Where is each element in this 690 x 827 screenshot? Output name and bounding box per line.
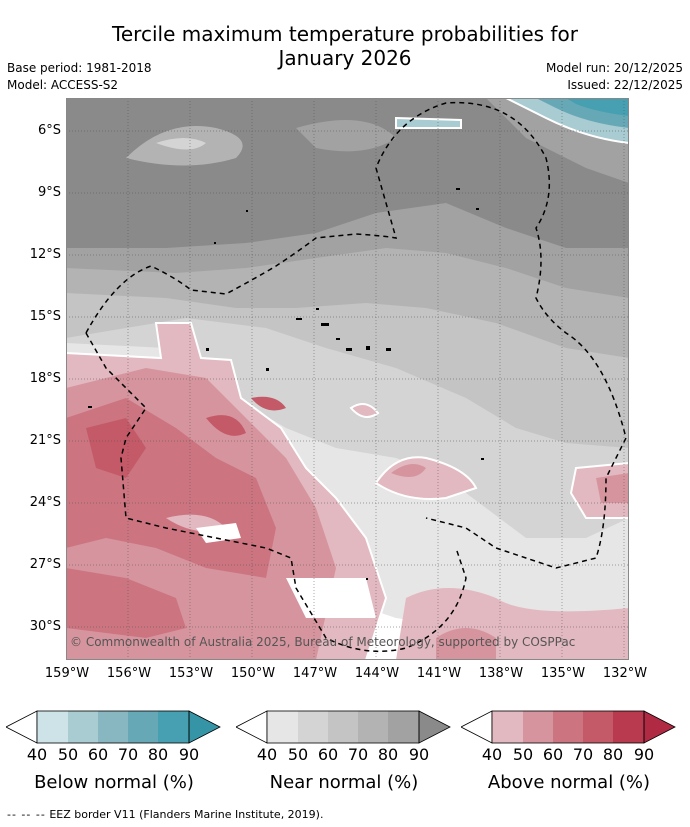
colorbar-swatch bbox=[583, 711, 613, 743]
colorbar-tick: 60 bbox=[87, 745, 109, 764]
below-normal-colorbar bbox=[6, 710, 221, 744]
colorbar-tick: 90 bbox=[178, 745, 200, 764]
lon-label: 156°W bbox=[106, 666, 152, 681]
lon-label: 150°W bbox=[230, 666, 276, 681]
lat-label: 30°S bbox=[29, 619, 61, 634]
colorbar-tick: 80 bbox=[377, 745, 399, 764]
colorbar-swatch bbox=[523, 711, 553, 743]
colorbar-tick: 90 bbox=[633, 745, 655, 764]
colorbar-tick: 50 bbox=[57, 745, 79, 764]
near-normal-colorbar bbox=[236, 710, 451, 744]
colorbar-swatch bbox=[644, 711, 675, 743]
colorbar-tick: 60 bbox=[317, 745, 339, 764]
colorbar-tick: 90 bbox=[408, 745, 430, 764]
colorbar-tick: 80 bbox=[602, 745, 624, 764]
meta-left: Base period: 1981-2018 Model: ACCESS-S2 bbox=[7, 60, 152, 94]
colorbar-tick: 40 bbox=[481, 745, 503, 764]
title-line-2: January 2026 bbox=[278, 46, 412, 70]
colorbar-swatch bbox=[189, 711, 220, 743]
near-normal-title: Near normal (%) bbox=[269, 772, 419, 793]
title-line-1: Tercile maximum temperature probabilitie… bbox=[112, 22, 578, 46]
colorbar-swatch bbox=[358, 711, 388, 743]
eez-borders bbox=[85, 101, 627, 653]
colorbar-swatch bbox=[68, 711, 98, 743]
colorbar-tick: 70 bbox=[572, 745, 594, 764]
colorbar-tick: 80 bbox=[147, 745, 169, 764]
colorbar-tick: 40 bbox=[256, 745, 278, 764]
colorbar-swatch bbox=[388, 711, 419, 743]
lon-label: 132°W bbox=[602, 666, 648, 681]
lat-label: 12°S bbox=[29, 247, 61, 262]
colorbar-swatch bbox=[613, 711, 644, 743]
colorbar-swatch bbox=[128, 711, 158, 743]
colorbar-swatch bbox=[267, 711, 298, 743]
colorbar-swatch bbox=[419, 711, 450, 743]
colorbar-swatch bbox=[37, 711, 68, 743]
lon-label: 138°W bbox=[478, 666, 524, 681]
colorbar-swatch bbox=[298, 711, 328, 743]
eez-dash-symbol: -- -- -- bbox=[7, 808, 46, 821]
gridlines bbox=[66, 98, 629, 660]
eez-legend-text: EEZ border V11 (Flanders Marine Institut… bbox=[49, 808, 324, 821]
below-normal-title: Below normal (%) bbox=[34, 772, 194, 793]
above-normal-title: Above normal (%) bbox=[487, 772, 651, 793]
colorbar-tick: 40 bbox=[26, 745, 48, 764]
map-title: Tercile maximum temperature probabilitie… bbox=[0, 22, 690, 70]
base-period-text: Base period: 1981-2018 bbox=[7, 61, 152, 75]
lon-label: 144°W bbox=[354, 666, 400, 681]
colorbar-swatch bbox=[328, 711, 358, 743]
lat-label: 6°S bbox=[37, 123, 61, 138]
lon-label: 153°W bbox=[168, 666, 214, 681]
lon-label: 159°W bbox=[44, 666, 90, 681]
colorbar-tick: 70 bbox=[347, 745, 369, 764]
eez-legend: -- -- -- EEZ border V11 (Flanders Marine… bbox=[7, 808, 323, 821]
colorbar-swatch bbox=[553, 711, 583, 743]
issued-text: Issued: 22/12/2025 bbox=[567, 78, 683, 92]
lon-label: 147°W bbox=[292, 666, 338, 681]
colorbar-swatch bbox=[158, 711, 189, 743]
lat-label: 27°S bbox=[29, 557, 61, 572]
map-border bbox=[66, 98, 629, 660]
near-normal-region bbox=[66, 98, 629, 638]
colorbar-tick: 50 bbox=[512, 745, 534, 764]
model-run-text: Model run: 20/12/2025 bbox=[545, 61, 683, 75]
colorbar-tick: 60 bbox=[542, 745, 564, 764]
above-normal-region bbox=[66, 322, 629, 660]
below-normal-region bbox=[395, 98, 629, 145]
meta-right: Model run: 20/12/2025 Issued: 22/12/2025 bbox=[546, 60, 683, 94]
lon-label: 135°W bbox=[540, 666, 586, 681]
lat-label: 15°S bbox=[29, 309, 61, 324]
lat-label: 9°S bbox=[37, 185, 61, 200]
colorbar-tick: 50 bbox=[287, 745, 309, 764]
above-normal-colorbar bbox=[461, 710, 676, 744]
lat-label: 18°S bbox=[29, 371, 61, 386]
copyright-notice: © Commonwealth of Australia 2025, Bureau… bbox=[70, 635, 575, 649]
probability-map: © Commonwealth of Australia 2025, Bureau… bbox=[66, 98, 629, 660]
model-text: Model: ACCESS-S2 bbox=[7, 78, 119, 92]
islands bbox=[88, 188, 484, 580]
lat-label: 21°S bbox=[29, 433, 61, 448]
colorbar-tick: 70 bbox=[117, 745, 139, 764]
lat-label: 24°S bbox=[29, 495, 61, 510]
colorbar-swatch bbox=[492, 711, 523, 743]
lon-label: 141°W bbox=[416, 666, 462, 681]
colorbar-swatch bbox=[98, 711, 128, 743]
